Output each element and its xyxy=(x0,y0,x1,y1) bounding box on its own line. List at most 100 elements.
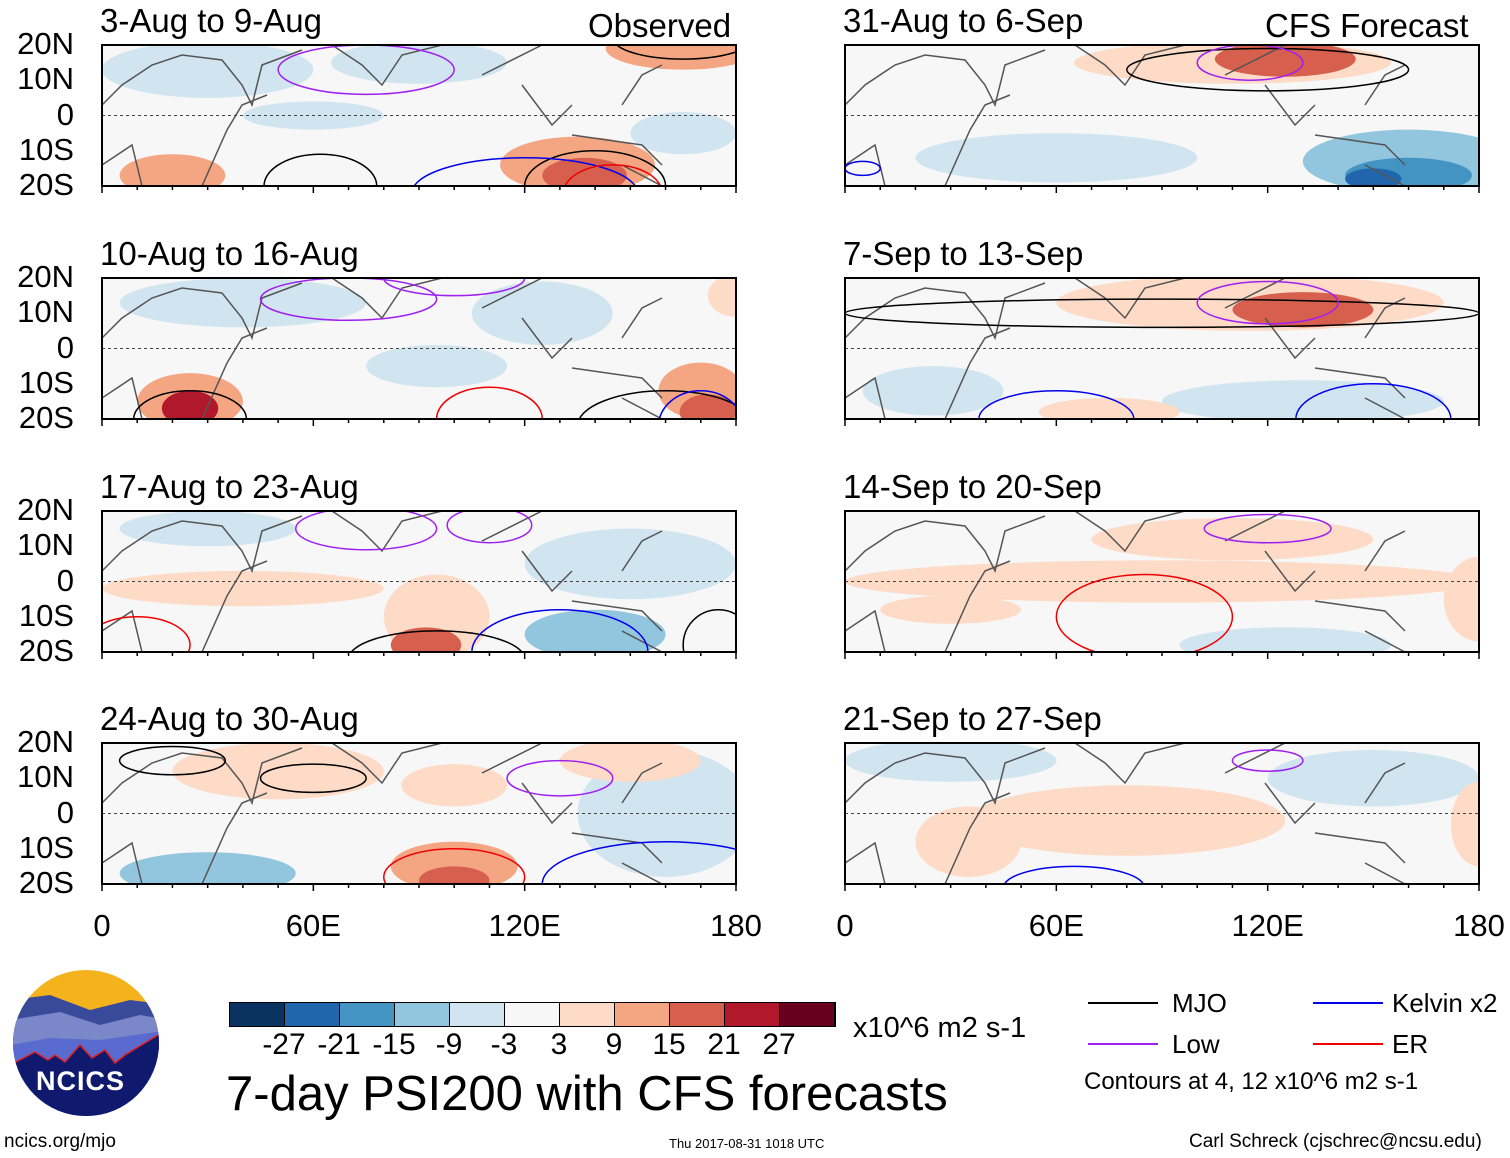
legend-er: ER xyxy=(1392,1029,1429,1059)
coastline xyxy=(331,511,443,553)
anomaly-shading xyxy=(1214,45,1356,77)
coastline xyxy=(1364,297,1406,339)
lat-label: 0 xyxy=(56,96,74,132)
lat-label: 10N xyxy=(17,759,74,795)
contour-line xyxy=(263,153,378,186)
anomaly-shading xyxy=(880,595,1022,624)
panel-title: 10-Aug to 16-Aug xyxy=(100,235,359,272)
colorbar-swatch xyxy=(505,1003,560,1026)
anomaly-shading xyxy=(119,852,296,884)
anomaly-shading xyxy=(471,281,613,345)
anomaly-shading xyxy=(119,278,367,328)
colorbar-label: 15 xyxy=(652,1028,686,1061)
anomaly-shading xyxy=(102,570,384,607)
coastline xyxy=(1224,743,1406,884)
panel-title: 14-Sep to 20-Sep xyxy=(843,468,1102,505)
colorbar-label: -27 xyxy=(262,1028,306,1061)
contour-line xyxy=(523,150,667,186)
observed-label: Observed xyxy=(588,7,732,44)
contour-line xyxy=(682,608,736,652)
coastline xyxy=(481,743,663,884)
contour-line xyxy=(259,763,367,794)
anomaly-shading xyxy=(161,390,219,419)
map-panel xyxy=(101,277,737,426)
legend-mjo-line xyxy=(1088,1002,1158,1004)
site-link[interactable]: ncics.org/mjo xyxy=(4,1131,116,1152)
lat-label: 10S xyxy=(18,829,74,865)
contour-line xyxy=(1231,749,1304,772)
coastline xyxy=(102,143,143,186)
coastline xyxy=(1364,64,1406,106)
anomaly-shading xyxy=(630,111,736,155)
coastline xyxy=(621,297,663,339)
coastline xyxy=(331,45,443,87)
colorbar-swatch xyxy=(450,1003,505,1026)
colorbar-swatch xyxy=(725,1003,780,1026)
colorbar xyxy=(229,1002,836,1027)
lat-label: 20S xyxy=(18,865,74,900)
timestamp: Thu 2017-08-31 1018 UTC xyxy=(669,1136,825,1151)
colorbar-swatch xyxy=(615,1003,670,1026)
anomaly-shading xyxy=(862,366,1004,416)
contour-line xyxy=(413,157,636,186)
anomaly-shading xyxy=(401,764,508,807)
coastline xyxy=(944,792,1011,884)
colorbar-label: -3 xyxy=(490,1028,518,1061)
logo-text: NCICS xyxy=(36,1066,126,1096)
anomaly-shading xyxy=(119,511,296,547)
colorbar-swatch xyxy=(230,1003,285,1026)
coastline xyxy=(845,282,1046,341)
map-panel xyxy=(101,510,737,659)
coastline xyxy=(481,511,663,652)
colorbar-swatch xyxy=(670,1003,725,1026)
map-panel xyxy=(844,277,1480,426)
contour-line xyxy=(1196,280,1339,325)
contour-note: Contours at 4, 12 x10^6 m2 s-1 xyxy=(1084,1068,1419,1095)
contour-line xyxy=(1055,573,1234,652)
lat-label: 0 xyxy=(56,794,74,830)
contour-line xyxy=(383,278,526,297)
panel-title: 3-Aug to 9-Aug xyxy=(100,2,322,39)
contour-line xyxy=(118,745,227,776)
coastline xyxy=(201,792,268,884)
coastline xyxy=(201,327,268,419)
coastline xyxy=(944,560,1011,652)
coastline xyxy=(845,747,1046,806)
anomaly-shading xyxy=(419,866,490,884)
colorbar-label: 9 xyxy=(605,1028,623,1061)
contour-line xyxy=(845,160,881,177)
lon-label: 120E xyxy=(488,908,561,943)
colorbar-label: 3 xyxy=(550,1028,568,1061)
colorbar-label: -9 xyxy=(435,1028,463,1061)
legend-er-line xyxy=(1313,1043,1383,1045)
lon-label: 60E xyxy=(285,908,341,943)
coastline xyxy=(621,64,663,106)
legend-kelvin-line xyxy=(1313,1002,1383,1004)
contour-line xyxy=(1203,513,1332,544)
coastline xyxy=(102,376,143,419)
coastline xyxy=(1364,530,1406,572)
colorbar-label: 21 xyxy=(707,1028,741,1061)
contour-line xyxy=(1003,865,1145,884)
contour-line xyxy=(578,390,736,419)
anomaly-shading xyxy=(102,45,314,98)
anomaly-shading xyxy=(845,560,1479,603)
figure-title: 7-day PSI200 with CFS forecasts xyxy=(226,1067,948,1121)
lat-label: 20S xyxy=(18,633,74,668)
coastline xyxy=(845,49,1046,108)
coastline xyxy=(845,376,886,419)
lat-label: 20S xyxy=(18,400,74,435)
colorbar-label: -21 xyxy=(317,1028,361,1061)
coastline xyxy=(481,45,663,186)
coastline xyxy=(201,94,268,186)
lon-label: 180 xyxy=(1453,908,1505,943)
anomaly-shading xyxy=(915,133,1198,183)
contour-line xyxy=(1295,383,1452,419)
contour-line xyxy=(294,511,438,551)
anomaly-shading xyxy=(366,344,508,388)
lat-label: 20N xyxy=(17,492,74,527)
lat-label: 0 xyxy=(56,329,74,365)
lat-label: 10S xyxy=(18,131,74,167)
contour-line xyxy=(615,45,736,60)
